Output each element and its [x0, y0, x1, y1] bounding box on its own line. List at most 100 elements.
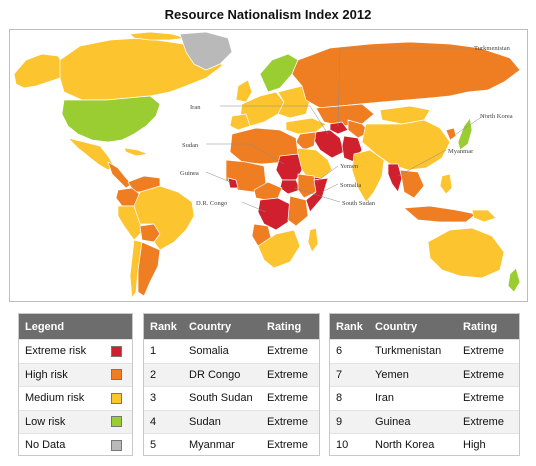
legend-panel: Legend Extreme risk High risk Medium ris… [18, 313, 133, 456]
iran-region [313, 129, 345, 159]
russia-region [291, 41, 521, 109]
legend-label: High risk [25, 368, 68, 381]
rating-cell: Extreme [267, 368, 308, 381]
legend-label: Medium risk [25, 392, 85, 405]
label-south-sudan: South Sudan [342, 200, 376, 207]
rating-cell: High [463, 439, 486, 452]
japan-region [457, 117, 473, 151]
caribbean-region [123, 147, 149, 157]
column-header-country: Country [189, 320, 232, 333]
india-region [351, 149, 385, 203]
country-cell: Sudan [189, 415, 221, 428]
table-row: 5 Myanmar Extreme [144, 433, 319, 455]
label-myanmar: Myanmar [448, 148, 474, 155]
philippines-region [439, 173, 453, 195]
rating-cell: Extreme [463, 392, 504, 405]
country-cell: South Sudan [189, 392, 253, 405]
column-header-country: Country [375, 320, 418, 333]
legend-swatch-nodata [111, 439, 122, 451]
column-header-rating: Rating [463, 320, 498, 333]
label-iran: Iran [190, 104, 201, 111]
new-zealand-region [507, 267, 521, 293]
uk-ireland-region [235, 79, 253, 103]
table-row: 7 Yemen Extreme [330, 362, 519, 386]
rank-table-1-header: Rank Country Rating [144, 314, 319, 339]
north-korea-region [445, 127, 457, 141]
table-row: 2 DR Congo Extreme [144, 362, 319, 386]
table-row: 3 South Sudan Extreme [144, 386, 319, 410]
legend-item-low: Low risk [19, 409, 132, 433]
rating-cell: Extreme [267, 439, 308, 452]
column-header-rank: Rank [336, 320, 363, 333]
world-map: Turkmenistan Iran North Korea Sudan Yeme… [9, 29, 528, 302]
table-row: 1 Somalia Extreme [144, 339, 319, 363]
label-dr-congo: D.R. Congo [196, 200, 227, 207]
rank-cell: 7 [336, 368, 343, 381]
mexico-region [67, 137, 115, 171]
country-cell: Guinea [375, 415, 411, 428]
turkmenistan-region [329, 121, 349, 135]
rating-cell: Extreme [463, 415, 504, 428]
column-header-rank: Rank [150, 320, 177, 333]
legend-item-nodata: No Data [19, 433, 132, 455]
rating-cell: Extreme [267, 392, 308, 405]
usa-region [61, 95, 161, 143]
legend-swatch-medium [111, 392, 122, 404]
country-cell: North Korea [375, 439, 435, 452]
brazil-region [133, 185, 195, 251]
callout-lines [205, 47, 487, 213]
legend-swatch-extreme [111, 345, 122, 357]
country-cell: Iran [375, 392, 394, 405]
png-region [471, 209, 497, 223]
label-sudan: Sudan [182, 142, 199, 149]
argentina-region [137, 241, 161, 297]
rank-table-2-header: Rank Country Rating [330, 314, 519, 339]
guinea-region [227, 177, 239, 189]
legend-item-high: High risk [19, 362, 132, 386]
rating-cell: Extreme [267, 415, 308, 428]
myanmar-region [387, 163, 403, 193]
china-region [361, 119, 451, 171]
country-cell: DR Congo [189, 368, 241, 381]
label-guinea: Guinea [180, 170, 199, 177]
rank-cell: 2 [150, 368, 157, 381]
world-map-svg: Turkmenistan Iran North Korea Sudan Yeme… [13, 31, 521, 299]
south-sudan-region [279, 179, 301, 195]
central-america-region [107, 161, 133, 189]
table-row: 10 North Korea High [330, 433, 519, 455]
southern-africa-region [257, 229, 301, 269]
country-cell: Somalia [189, 345, 229, 358]
legend-label: Extreme risk [25, 345, 87, 358]
rank-cell: 4 [150, 415, 157, 428]
country-cell: Yemen [375, 368, 409, 381]
legend-label: Low risk [25, 415, 66, 428]
rank-table-1: Rank Country Rating 1 Somalia Extreme 2 … [143, 313, 320, 456]
country-cell: Turkmenistan [375, 345, 442, 358]
rank-cell: 1 [150, 345, 157, 358]
map-title: Resource Nationalism Index 2012 [164, 7, 372, 22]
kazakhstan-region [315, 103, 375, 127]
table-row: 4 Sudan Extreme [144, 409, 319, 433]
legend-swatch-high [111, 369, 122, 381]
australia-region [427, 227, 505, 279]
legend-item-medium: Medium risk [19, 386, 132, 410]
rank-cell: 6 [336, 345, 343, 358]
label-somalia: Somalia [340, 182, 361, 189]
alaska-region [13, 53, 65, 89]
rank-cell: 9 [336, 415, 343, 428]
rating-cell: Extreme [267, 345, 308, 358]
table-row: 9 Guinea Extreme [330, 409, 519, 433]
rank-table-2: Rank Country Rating 6 Turkmenistan Extre… [329, 313, 520, 456]
southeast-asia-region [399, 169, 425, 199]
east-africa-region [287, 195, 309, 227]
greenland-region [179, 31, 233, 71]
label-turkmenistan: Turkmenistan [474, 45, 511, 52]
iraq-syria-region [295, 131, 317, 151]
indonesia-region [403, 205, 477, 223]
legend-header: Legend [19, 314, 132, 339]
legend-swatch-low [111, 416, 122, 428]
country-cell: Myanmar [189, 439, 235, 452]
ethiopia-region [297, 173, 317, 199]
iberia-region [229, 113, 251, 131]
table-row: 8 Iran Extreme [330, 386, 519, 410]
